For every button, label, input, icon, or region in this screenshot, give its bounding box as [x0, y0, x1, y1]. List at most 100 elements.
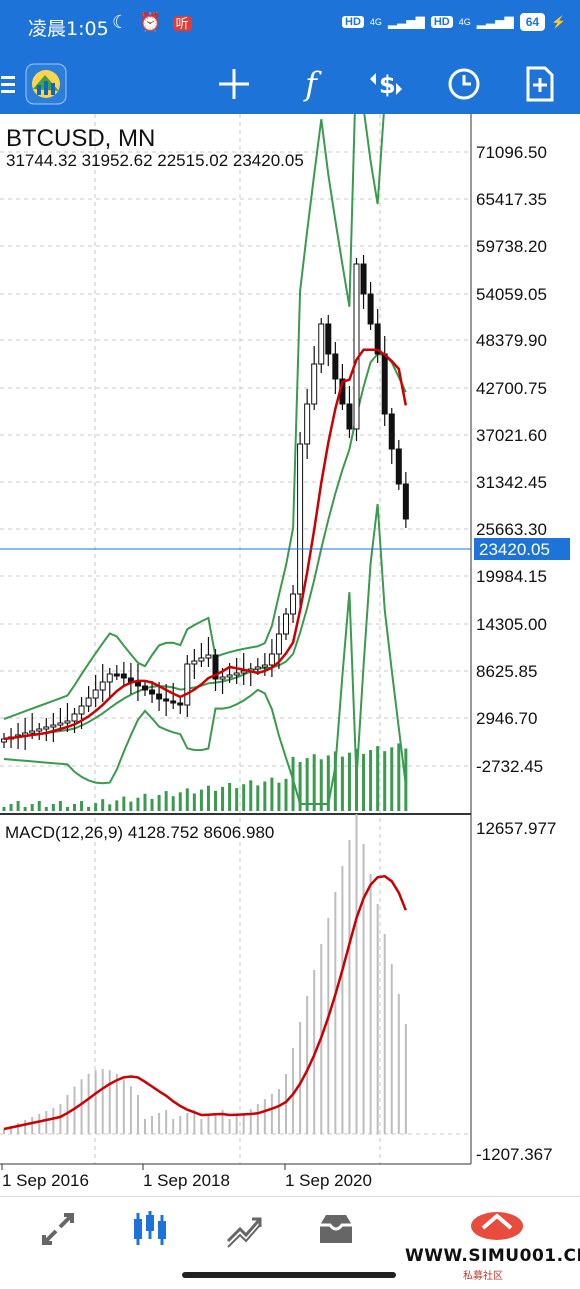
- status-right: HD 4G ▂▃▅▇ HD 4G ▂▃▅▇ 64 ⚡: [342, 13, 566, 31]
- candle-body: [205, 654, 212, 659]
- dollar-arrows-icon[interactable]: $: [364, 62, 408, 106]
- candle-body: [346, 403, 353, 430]
- signal-icon-2: ▂▃▅▇: [476, 15, 514, 29]
- volume-bar: [221, 786, 225, 811]
- macd-histogram-bar: [24, 1120, 27, 1134]
- price-tick: -2732.45: [476, 757, 543, 776]
- app-badge: 听: [172, 16, 192, 31]
- volume-bar: [101, 799, 105, 811]
- quotes-tab-arrows-icon[interactable]: [34, 1209, 82, 1249]
- macd-histogram-bar: [115, 1073, 118, 1134]
- candle-body: [226, 674, 233, 678]
- macd-histogram-bar: [299, 1022, 302, 1134]
- price-tick: 42700.75: [476, 379, 547, 398]
- new-order-icon[interactable]: [518, 62, 562, 106]
- candle-body: [29, 730, 36, 734]
- macd-histogram-bar: [52, 1108, 55, 1134]
- chart-toolbar: f $: [0, 54, 580, 114]
- candle-body: [261, 664, 268, 668]
- price-tick: 71096.50: [476, 143, 547, 162]
- chart-svg[interactable]: 23420.05 BTCUSD, MN 31744.32 31952.62 22…: [0, 0, 580, 1194]
- price-tick: 8625.85: [476, 662, 537, 681]
- svg-text:$: $: [379, 71, 396, 99]
- candle-body: [311, 363, 318, 405]
- price-tick: 25663.30: [476, 520, 547, 539]
- candle-body: [156, 693, 163, 700]
- macd-histogram-bar: [369, 874, 372, 1134]
- macd-histogram-bar: [221, 1110, 224, 1134]
- home-indicator[interactable]: [182, 1272, 396, 1278]
- status-icons: ☾ ⏰ 听: [112, 12, 192, 33]
- clock-icon[interactable]: [442, 62, 486, 106]
- macd-histogram-bar: [362, 844, 365, 1134]
- volume-bar: [2, 807, 6, 811]
- volume-bar: [298, 762, 302, 811]
- volume-bar: [383, 751, 387, 811]
- candle-body: [71, 713, 78, 722]
- volume-bar: [80, 801, 84, 811]
- candle-body: [283, 613, 289, 635]
- macd-histogram-bar: [179, 1116, 182, 1134]
- volume-bar: [263, 781, 267, 811]
- hd-badge-2: HD: [430, 16, 453, 28]
- macd-histogram-bar: [306, 996, 309, 1134]
- macd-histogram-bar: [390, 964, 393, 1134]
- volume-bar: [199, 789, 203, 811]
- volume-bar: [164, 791, 168, 811]
- macd-histogram-bar: [144, 1119, 146, 1134]
- candle-body: [85, 697, 92, 707]
- candle-body: [254, 666, 261, 670]
- macd-histogram-bar: [334, 892, 337, 1134]
- watermark-logo: [471, 1212, 523, 1240]
- volume-bar: [369, 750, 373, 811]
- history-tab-inbox-icon[interactable]: [312, 1209, 360, 1249]
- volume-bar: [362, 753, 366, 811]
- volume-bar: [185, 788, 189, 811]
- candle-body: [374, 323, 381, 355]
- macd-histogram-bar: [165, 1110, 168, 1134]
- candle-body: [113, 673, 120, 677]
- volume-bar: [333, 751, 337, 811]
- macd-histogram-bar: [73, 1086, 76, 1134]
- macd-histogram-bar: [285, 1074, 287, 1134]
- volume-bar: [16, 801, 20, 811]
- candle-body: [57, 722, 64, 726]
- candle-body: [395, 448, 402, 485]
- volume-bar: [256, 785, 260, 811]
- macd-histogram-bar: [404, 1024, 407, 1134]
- candle-body: [219, 676, 226, 680]
- macd-histogram-bar: [172, 1119, 175, 1134]
- candle-body: [332, 353, 339, 380]
- candle-body: [275, 633, 282, 655]
- candle-body: [191, 660, 198, 665]
- function-f-icon[interactable]: f: [305, 65, 317, 103]
- macd-histogram-bar: [186, 1113, 189, 1134]
- candle-body: [353, 263, 360, 430]
- metatrader-logo[interactable]: [24, 62, 68, 106]
- hamburger-icon[interactable]: [0, 62, 24, 106]
- candle-body: [50, 724, 57, 728]
- macd-histogram-bar: [249, 1109, 252, 1134]
- chart-tab-candles-icon[interactable]: [126, 1209, 174, 1249]
- macd-histogram-bar: [101, 1069, 104, 1134]
- candle-body: [381, 353, 388, 415]
- trade-tab-trend-icon[interactable]: [220, 1209, 268, 1249]
- watermark-subtext: 私募社区: [463, 1271, 503, 1282]
- macd-histogram-bar: [129, 1086, 132, 1134]
- candle-body: [64, 720, 71, 724]
- current-price-box: [474, 538, 570, 560]
- macd-histogram-bar: [31, 1117, 34, 1134]
- macd-histogram-bar: [45, 1111, 48, 1134]
- candle-body: [36, 728, 43, 732]
- candle-body: [142, 685, 148, 691]
- macd-histogram-bar: [3, 1129, 5, 1134]
- chart-area[interactable]: 23420.05 BTCUSD, MN 31744.32 31952.62 22…: [0, 0, 580, 1194]
- crosshair-icon[interactable]: [212, 62, 256, 106]
- macd-histogram-bar: [136, 1094, 139, 1134]
- macd-histogram-bar: [80, 1079, 83, 1134]
- volume-bar: [136, 797, 140, 811]
- macd-histogram-bar: [228, 1119, 231, 1134]
- candle-body: [149, 689, 156, 695]
- macd-histogram-bar: [214, 1113, 217, 1134]
- macd-histogram-bar: [348, 840, 351, 1134]
